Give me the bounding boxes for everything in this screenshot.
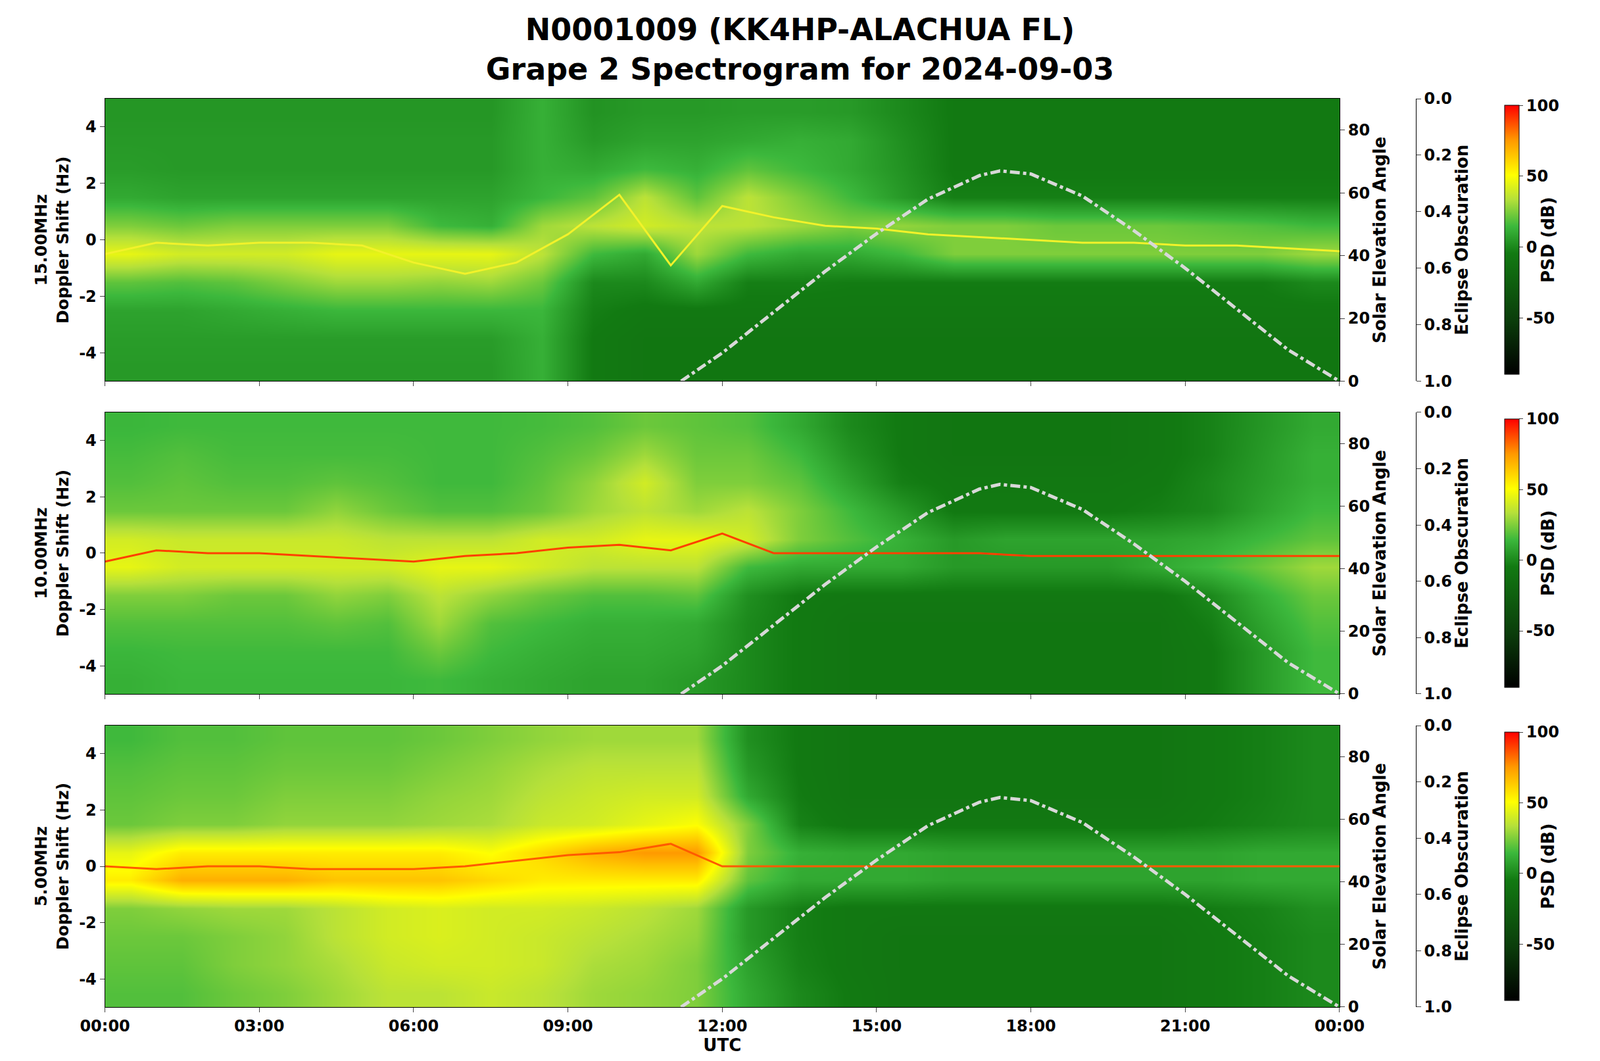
svg-text:2: 2 (85, 800, 97, 820)
svg-text:PSD (dB): PSD (dB) (1538, 510, 1559, 597)
svg-text:1.0: 1.0 (1424, 684, 1453, 704)
svg-text:5.00MHzDoppler Shift (Hz): 5.00MHzDoppler Shift (Hz) (31, 782, 73, 951)
svg-text:-2: -2 (78, 600, 97, 619)
svg-text:06:00: 06:00 (388, 1016, 439, 1036)
svg-text:-4: -4 (78, 343, 97, 363)
svg-text:0.2: 0.2 (1424, 459, 1453, 479)
svg-text:00:00: 00:00 (1314, 1016, 1365, 1036)
svg-text:0.6: 0.6 (1424, 572, 1453, 591)
svg-text:Solar Elevation Angle: Solar Elevation Angle (1369, 136, 1390, 344)
svg-text:2: 2 (85, 487, 97, 507)
svg-text:0.8: 0.8 (1424, 628, 1453, 648)
svg-text:03:00: 03:00 (234, 1016, 285, 1036)
svg-text:Solar Elevation Angle: Solar Elevation Angle (1369, 762, 1390, 970)
svg-text:0.0: 0.0 (1424, 716, 1453, 735)
svg-text:20: 20 (1348, 935, 1370, 954)
svg-text:0: 0 (85, 856, 97, 876)
svg-text:0: 0 (1348, 997, 1360, 1017)
svg-text:40: 40 (1348, 872, 1370, 892)
svg-text:18:00: 18:00 (1005, 1016, 1056, 1036)
svg-text:0: 0 (1526, 551, 1538, 570)
svg-text:0: 0 (1348, 684, 1360, 704)
svg-text:0: 0 (1348, 372, 1360, 391)
svg-text:40: 40 (1348, 559, 1370, 579)
svg-text:80: 80 (1348, 121, 1370, 140)
svg-text:21:00: 21:00 (1160, 1016, 1211, 1036)
svg-text:0.4: 0.4 (1424, 829, 1453, 848)
svg-text:50: 50 (1526, 167, 1549, 186)
svg-text:50: 50 (1526, 480, 1549, 500)
svg-text:0.2: 0.2 (1424, 772, 1453, 792)
svg-text:4: 4 (85, 744, 97, 763)
svg-text:80: 80 (1348, 747, 1370, 767)
svg-text:0.8: 0.8 (1424, 941, 1453, 961)
svg-text:Eclipse Obscuration: Eclipse Obscuration (1452, 770, 1472, 962)
svg-text:-50: -50 (1526, 935, 1555, 954)
svg-text:-50: -50 (1526, 309, 1555, 328)
svg-text:-4: -4 (78, 969, 97, 989)
svg-text:0: 0 (85, 543, 97, 563)
svg-text:100: 100 (1526, 96, 1560, 116)
svg-text:0: 0 (85, 230, 97, 250)
svg-text:Solar Elevation Angle: Solar Elevation Angle (1369, 449, 1390, 657)
svg-text:00:00: 00:00 (79, 1016, 130, 1036)
svg-text:10.00MHzDoppler Shift (Hz): 10.00MHzDoppler Shift (Hz) (31, 469, 73, 638)
svg-text:20: 20 (1348, 622, 1370, 641)
svg-text:0.6: 0.6 (1424, 885, 1453, 904)
svg-text:0: 0 (1526, 238, 1538, 257)
svg-text:1.0: 1.0 (1424, 372, 1453, 391)
svg-text:-2: -2 (78, 287, 97, 306)
svg-text:-4: -4 (78, 656, 97, 676)
svg-text:12:00: 12:00 (697, 1016, 748, 1036)
svg-text:0.2: 0.2 (1424, 145, 1453, 165)
svg-text:09:00: 09:00 (542, 1016, 593, 1036)
svg-text:Eclipse Obscuration: Eclipse Obscuration (1452, 457, 1472, 649)
svg-text:-2: -2 (78, 913, 97, 932)
svg-text:4: 4 (85, 431, 97, 450)
svg-text:Eclipse Obscuration: Eclipse Obscuration (1452, 144, 1472, 336)
svg-text:0.0: 0.0 (1424, 89, 1453, 108)
svg-text:1.0: 1.0 (1424, 997, 1453, 1017)
svg-text:60: 60 (1348, 184, 1370, 203)
svg-text:50: 50 (1526, 793, 1549, 813)
svg-text:60: 60 (1348, 810, 1370, 829)
svg-text:15:00: 15:00 (851, 1016, 902, 1036)
svg-text:0.4: 0.4 (1424, 202, 1453, 221)
svg-text:20: 20 (1348, 309, 1370, 328)
svg-text:40: 40 (1348, 246, 1370, 266)
svg-text:100: 100 (1526, 409, 1560, 429)
svg-text:-50: -50 (1526, 621, 1555, 640)
svg-text:0.8: 0.8 (1424, 315, 1453, 335)
svg-text:0.0: 0.0 (1424, 403, 1453, 422)
svg-text:UTC: UTC (703, 1035, 742, 1055)
svg-text:100: 100 (1526, 722, 1560, 742)
svg-text:60: 60 (1348, 497, 1370, 516)
svg-text:0: 0 (1526, 864, 1538, 883)
svg-text:80: 80 (1348, 434, 1370, 454)
svg-text:PSD (dB): PSD (dB) (1538, 196, 1559, 283)
svg-text:PSD (dB): PSD (dB) (1538, 823, 1559, 910)
svg-text:4: 4 (85, 117, 97, 137)
svg-text:2: 2 (85, 174, 97, 193)
svg-text:0.4: 0.4 (1424, 516, 1453, 535)
svg-text:15.00MHzDoppler Shift (Hz): 15.00MHzDoppler Shift (Hz) (31, 155, 73, 324)
svg-text:0.6: 0.6 (1424, 259, 1453, 278)
svg-text:N0001009 (KK4HP-ALACHUA FL)Gra: N0001009 (KK4HP-ALACHUA FL)Grape 2 Spect… (485, 11, 1115, 87)
